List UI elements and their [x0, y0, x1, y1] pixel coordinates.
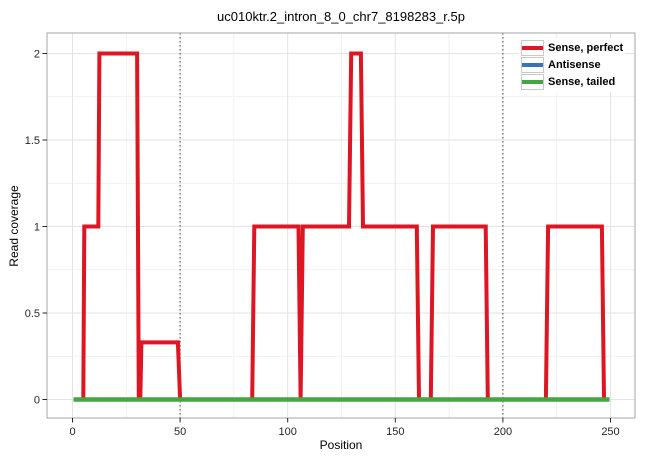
- y-tick-label: 0.5: [25, 308, 40, 320]
- x-tick-label: 200: [494, 426, 512, 438]
- x-tick-label: 0: [69, 426, 75, 438]
- x-tick-label: 250: [601, 426, 619, 438]
- panel-border: [46, 32, 636, 419]
- x-tick-label: 100: [279, 426, 297, 438]
- legend-item-sense-tailed: Sense, tailed: [521, 74, 623, 90]
- legend-key: [521, 74, 544, 90]
- y-tick-label: 1: [34, 222, 40, 234]
- legend-key: [521, 40, 544, 56]
- x-axis-title: Position: [319, 438, 363, 452]
- legend-label: Antisense: [548, 59, 601, 71]
- legend-swatch-line: [522, 80, 543, 84]
- y-tick-label: 1.5: [25, 135, 40, 147]
- y-tick-label: 0: [34, 395, 40, 407]
- legend-item-sense-perfect: Sense, perfect: [521, 40, 623, 56]
- x-tick-label: 150: [386, 426, 404, 438]
- legend-key: [521, 57, 544, 73]
- legend-swatch-line: [522, 63, 543, 67]
- y-tick-label: 2: [34, 49, 40, 61]
- y-axis-title: Read coverage: [7, 185, 21, 267]
- chart-title: uc010ktr.2_intron_8_0_chr7_8198283_r.5p: [217, 9, 465, 24]
- x-tick-label: 50: [174, 426, 186, 438]
- legend-label: Sense, perfect: [548, 42, 624, 54]
- legend: Sense, perfect Antisense Sense, tailed: [519, 39, 626, 92]
- legend-item-antisense: Antisense: [521, 57, 623, 73]
- legend-label: Sense, tailed: [548, 76, 616, 88]
- legend-swatch-line: [522, 46, 543, 50]
